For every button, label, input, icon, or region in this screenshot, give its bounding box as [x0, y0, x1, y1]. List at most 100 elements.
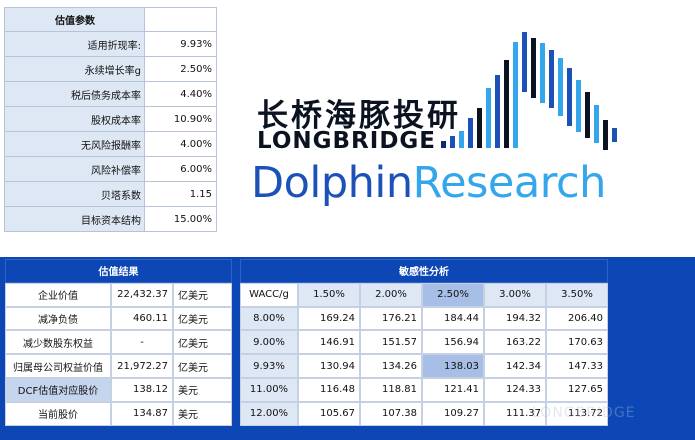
parameter-label: 贝塔系数	[4, 181, 145, 207]
sensitivity-cell: 156.94	[422, 330, 484, 355]
parameter-row: 无风险报酬率 4.00%	[4, 131, 217, 157]
sensitivity-cell: 163.22	[484, 330, 546, 355]
result-unit: 美元	[173, 401, 232, 426]
parameter-label: 股权成本率	[4, 106, 145, 132]
sensitivity-cell: 146.91	[298, 330, 360, 355]
sensitivity-cell: 111.37	[484, 401, 546, 426]
result-unit: 亿美元	[173, 330, 232, 355]
sensitivity-corner-label: WACC/g	[240, 282, 298, 307]
longbridge-dolphin-logo: 长桥海豚投研 LONGBRIDGE DolphinResearch	[217, 8, 693, 233]
parameter-value: 15.00%	[144, 206, 217, 232]
sensitivity-cell: 121.41	[422, 377, 484, 402]
result-value: 460.11	[111, 306, 173, 331]
parameter-label: 永续增长率g	[4, 56, 145, 82]
g-header: 3.50%	[546, 282, 608, 307]
sensitivity-title: 敏感性分析	[240, 259, 608, 283]
sensitivity-cell: 118.81	[360, 377, 422, 402]
wacc-value: 9.00%	[240, 330, 298, 355]
result-label: 减少数股东权益	[5, 330, 111, 355]
sensitivity-cell: 142.34	[484, 354, 546, 378]
sensitivity-cell: 184.44	[422, 306, 484, 331]
result-unit: 亿美元	[173, 282, 232, 307]
result-value: -	[111, 330, 173, 355]
g-header: 2.50%	[422, 282, 484, 307]
result-unit: 亿美元	[173, 354, 232, 378]
sensitivity-cell: 147.33	[546, 354, 608, 378]
sensitivity-cell: 127.65	[546, 377, 608, 402]
table-row: 当前股价 134.87 美元 12.00% 105.67 107.38 109.…	[5, 401, 608, 426]
result-label: 减净负债	[5, 306, 111, 331]
parameter-row: 适用折现率: 9.93%	[4, 31, 217, 57]
logo-dolphin-word: Dolphin	[251, 158, 413, 208]
result-value: 134.87	[111, 401, 173, 426]
table-row: 减少数股东权益 - 亿美元 9.00% 146.91 151.57 156.94…	[5, 330, 608, 355]
parameter-value: 4.00%	[144, 131, 217, 157]
result-value: 21,972.27	[111, 354, 173, 378]
parameter-row: 股权成本率 10.90%	[4, 106, 217, 132]
table-row: 减净负债 460.11 亿美元 8.00% 169.24 176.21 184.…	[5, 306, 608, 331]
sensitivity-cell: 169.24	[298, 306, 360, 331]
valuation-parameters-table: 估值参数 适用折现率: 9.93% 永续增长率g 2.50% 税后债务成本率 4.40…	[4, 7, 217, 232]
g-header: 1.50%	[298, 282, 360, 307]
wacc-value: 9.93%	[240, 354, 298, 378]
table-row: DCF估值对应股价 138.12 美元 11.00% 116.48 118.81…	[5, 377, 608, 402]
result-label: 当前股价	[5, 401, 111, 426]
parameter-label: 风险补偿率	[4, 156, 145, 182]
sensitivity-cell-selected: 138.03	[422, 354, 484, 378]
wacc-value: 8.00%	[240, 306, 298, 331]
g-header: 3.00%	[484, 282, 546, 307]
table-row: 归属母公司权益价值 21,972.27 亿美元 9.93% 130.94 134…	[5, 354, 608, 378]
watermark: LONGBRIDGE	[532, 405, 636, 421]
parameter-value: 1.15	[144, 181, 217, 207]
sensitivity-cell: 134.26	[360, 354, 422, 378]
result-label: 归属母公司权益价值	[5, 354, 111, 378]
result-value: 22,432.37	[111, 282, 173, 307]
parameter-row: 贝塔系数 1.15	[4, 181, 217, 207]
parameter-label: 税后债务成本率	[4, 81, 145, 107]
logo-wordmark: DolphinResearch	[251, 158, 606, 208]
results-title: 估值结果	[5, 259, 232, 283]
parameters-header-row: 估值参数	[4, 7, 217, 32]
parameter-value: 6.00%	[144, 156, 217, 182]
valuation-results-panel: 估值结果 敏感性分析 企业价值 22,432.37 亿美元 WACC/g 1.5…	[0, 257, 695, 440]
sensitivity-cell: 151.57	[360, 330, 422, 355]
table-row: 企业价值 22,432.37 亿美元 WACC/g 1.50% 2.00% 2.…	[5, 282, 608, 307]
sensitivity-cell: 206.40	[546, 306, 608, 331]
parameter-value: 10.90%	[144, 106, 217, 132]
parameter-label: 适用折现率:	[4, 31, 145, 57]
logo-chinese-text: 长桥海豚投研	[257, 98, 461, 134]
result-value: 138.12	[111, 377, 173, 402]
parameter-row: 税后债务成本率 4.40%	[4, 81, 217, 107]
parameter-value: 9.93%	[144, 31, 217, 57]
result-label: DCF估值对应股价	[5, 377, 111, 402]
sensitivity-cell: 170.63	[546, 330, 608, 355]
sensitivity-cell: 105.67	[298, 401, 360, 426]
parameter-label: 无风险报酬率	[4, 131, 145, 157]
parameter-row: 永续增长率g 2.50%	[4, 56, 217, 82]
result-unit: 美元	[173, 377, 232, 402]
parameter-row: 风险补偿率 6.00%	[4, 156, 217, 182]
sensitivity-cell: 109.27	[422, 401, 484, 426]
sensitivity-cell: 124.33	[484, 377, 546, 402]
sensitivity-cell: 176.21	[360, 306, 422, 331]
bar-graphic-icon	[441, 32, 617, 150]
parameter-value: 2.50%	[144, 56, 217, 82]
wacc-value: 11.00%	[240, 377, 298, 402]
result-unit: 亿美元	[173, 306, 232, 331]
result-label: 企业价值	[5, 282, 111, 307]
parameters-header-blank	[144, 7, 217, 32]
section-header-row: 估值结果 敏感性分析	[5, 259, 608, 283]
sensitivity-cell: 130.94	[298, 354, 360, 378]
parameter-label: 目标资本结构	[4, 206, 145, 232]
sensitivity-cell: 116.48	[298, 377, 360, 402]
sensitivity-cell: 194.32	[484, 306, 546, 331]
sensitivity-cell: 113.72	[546, 401, 608, 426]
sensitivity-cell: 107.38	[360, 401, 422, 426]
parameter-row: 目标资本结构 15.00%	[4, 206, 217, 232]
parameters-title: 估值参数	[4, 7, 145, 32]
g-header: 2.00%	[360, 282, 422, 307]
parameter-value: 4.40%	[144, 81, 217, 107]
wacc-value: 12.00%	[240, 401, 298, 426]
logo-english-text: LONGBRIDGE	[257, 128, 436, 154]
